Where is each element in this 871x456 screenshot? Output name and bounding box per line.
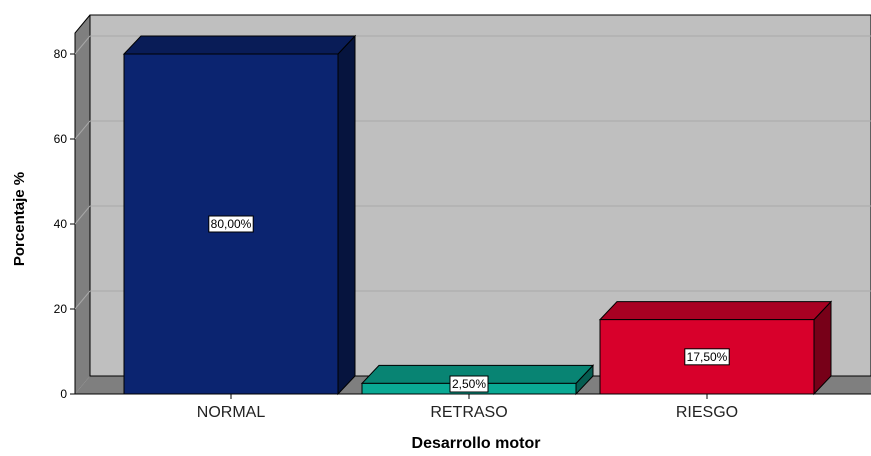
y-tick-label: 80	[54, 47, 68, 61]
y-tick-label: 20	[54, 302, 68, 316]
x-tick-label: RIESGO	[676, 404, 738, 421]
y-axis-ticks: 0 20 40 60 80	[54, 47, 75, 401]
data-label-text: 17,50%	[687, 350, 728, 364]
data-label-box	[208, 215, 254, 233]
bar-side	[337, 34, 356, 396]
data-label-text: 80,00%	[211, 217, 252, 231]
x-axis-tick-labels: NORMAL RETRASO RIESGO	[197, 394, 738, 421]
bar-top	[122, 35, 357, 55]
data-label-box	[684, 348, 730, 366]
bars: 80,00% 2,50% 17,50%	[122, 34, 833, 396]
chart-side-wall	[75, 15, 90, 394]
x-tick-label: NORMAL	[197, 404, 266, 421]
gridline-side	[74, 290, 91, 310]
chart-frame	[74, 14, 91, 394]
data-label-text: 2,50%	[452, 377, 486, 391]
data-label: 2,50%	[449, 375, 489, 393]
bar-riesgo: 17,50%	[598, 300, 833, 396]
data-label-box	[449, 375, 489, 393]
gridline-side	[74, 35, 91, 55]
bar-normal: 80,00%	[122, 34, 357, 396]
bar-retraso: 2,50%	[360, 364, 595, 396]
gridline-side	[74, 205, 91, 225]
data-label: 80,00%	[208, 215, 254, 233]
y-tick-label: 0	[60, 387, 67, 401]
data-label: 17,50%	[684, 348, 730, 366]
x-tick-label: RETRASO	[430, 404, 507, 421]
y-axis-title: Porcentaje %	[11, 172, 28, 266]
gridline-side	[74, 120, 91, 140]
x-axis-title: Desarrollo motor	[412, 435, 541, 452]
y-tick-label: 60	[54, 132, 68, 146]
y-tick-label: 40	[54, 217, 68, 231]
bar-top	[598, 301, 833, 321]
